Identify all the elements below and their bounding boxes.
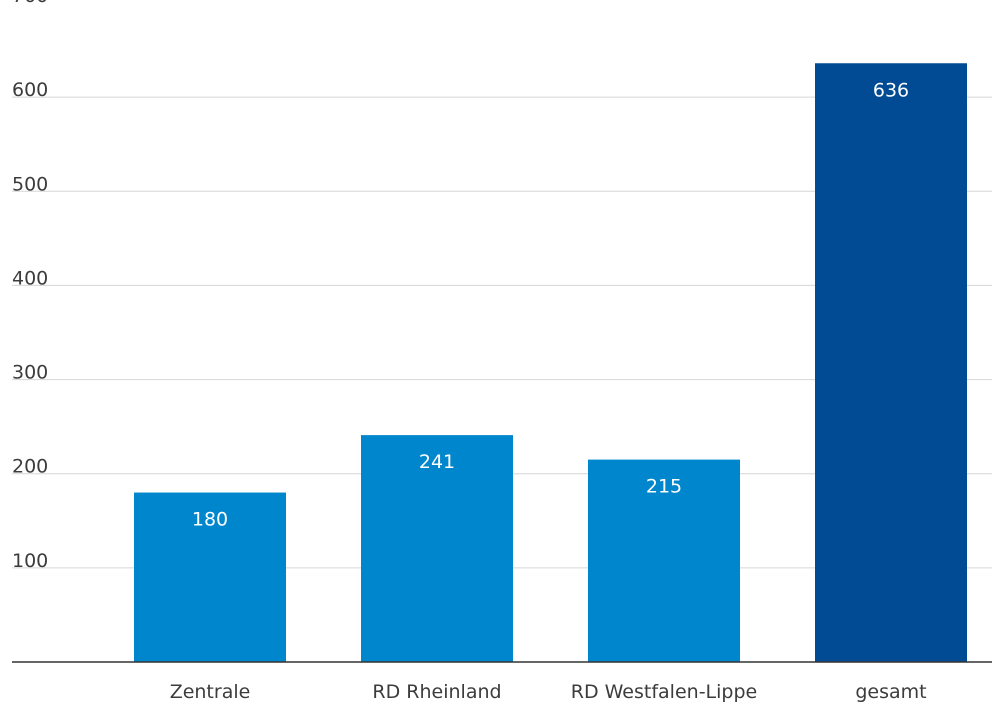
y-tick-label-600: 600 xyxy=(12,79,48,101)
y-axis-ticks: 100 200 300 400 500 600 700 xyxy=(12,0,48,572)
y-tick-label-700: 700 xyxy=(12,0,48,7)
y-tick-label-100: 100 xyxy=(12,550,48,572)
bar-rd-westfalen-lippe xyxy=(588,459,740,662)
bar-zentrale xyxy=(134,492,286,662)
y-tick-label-200: 200 xyxy=(12,456,48,478)
x-tick-label-zentrale: Zentrale xyxy=(170,681,251,703)
data-labels: 180 241 215 636 xyxy=(192,79,909,530)
x-tick-label-gesamt: gesamt xyxy=(855,681,926,703)
bar-rd-rheinland xyxy=(361,435,513,662)
y-tick-label-500: 500 xyxy=(12,173,48,195)
y-tick-label-300: 300 xyxy=(12,362,48,384)
x-tick-label-rd-rheinland: RD Rheinland xyxy=(372,681,501,703)
x-axis-ticks: Zentrale RD Rheinland RD Westfalen-Lippe ge… xyxy=(170,681,927,703)
bar-gesamt xyxy=(815,63,967,663)
data-label-rd-rheinland: 241 xyxy=(419,451,455,473)
data-label-zentrale: 180 xyxy=(192,509,228,531)
data-label-rd-westfalen-lippe: 215 xyxy=(646,476,682,498)
y-tick-label-400: 400 xyxy=(12,267,48,289)
bars xyxy=(134,63,967,663)
x-tick-label-rd-westfalen-lippe: RD Westfalen-Lippe xyxy=(571,681,757,703)
data-label-gesamt: 636 xyxy=(873,79,909,101)
